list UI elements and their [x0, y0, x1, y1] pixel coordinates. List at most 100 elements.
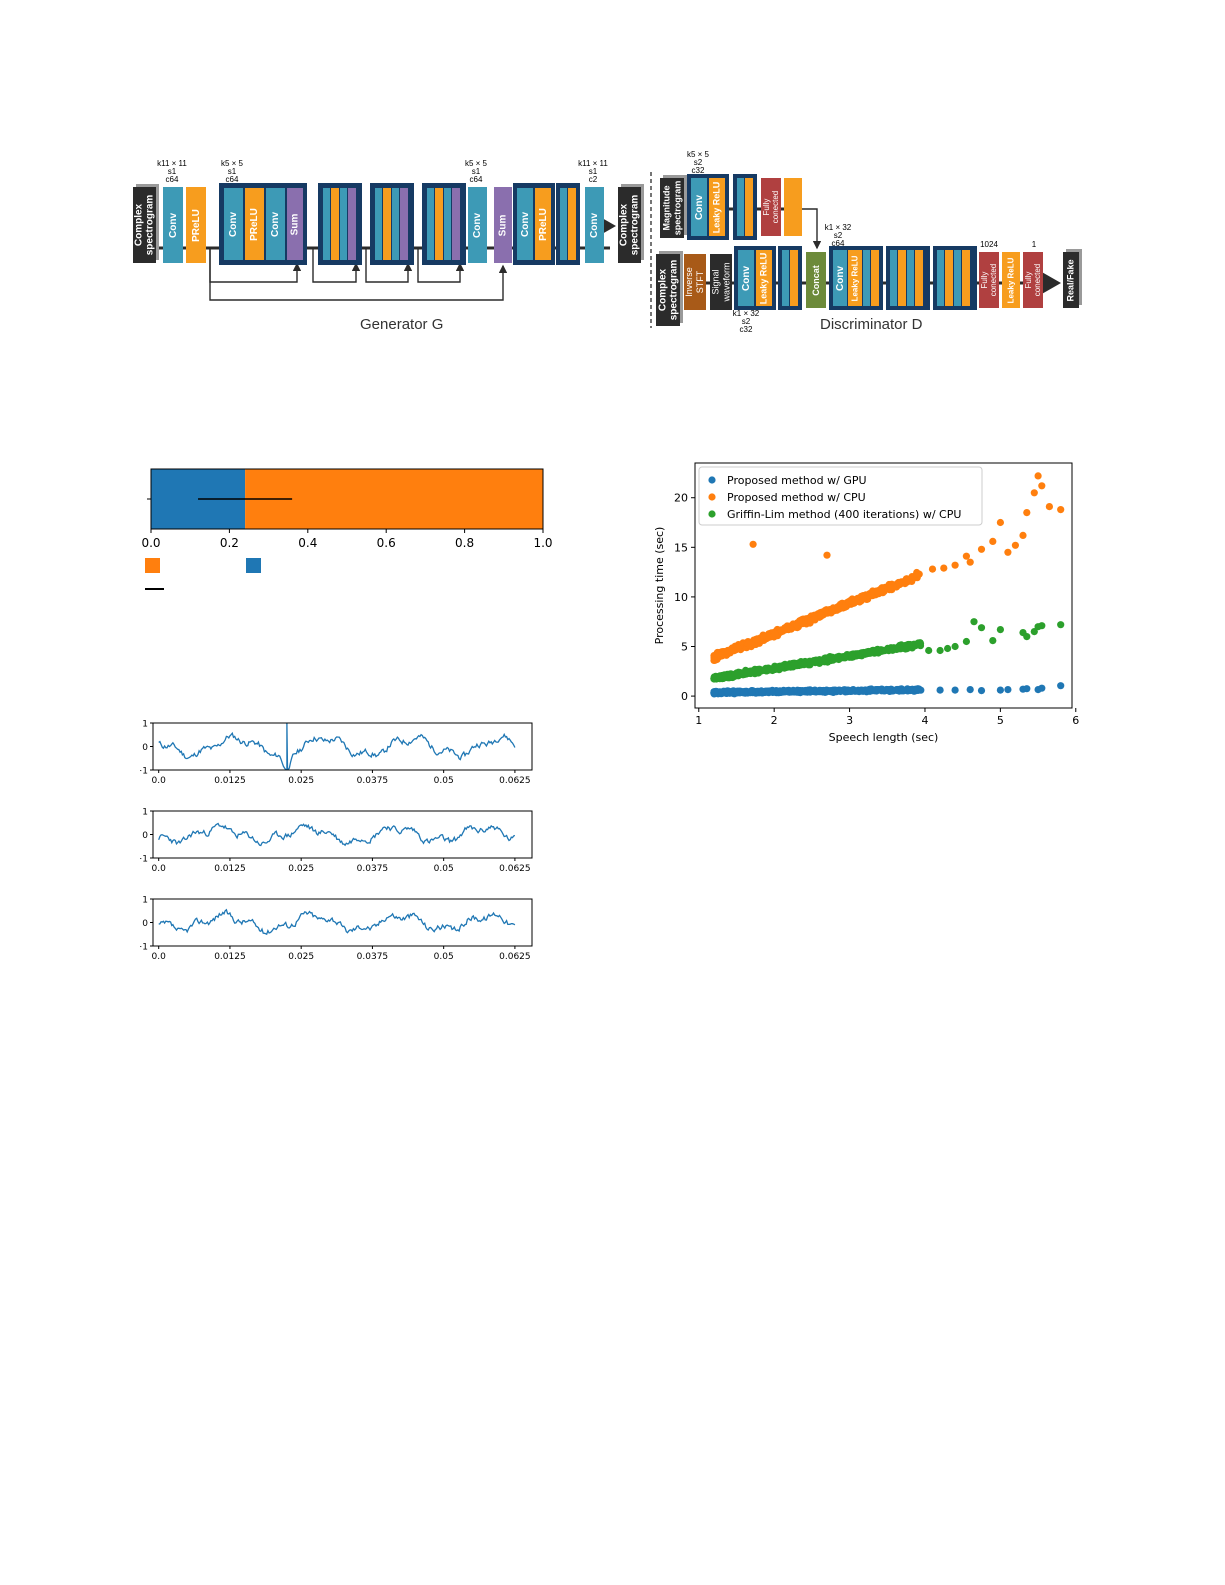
x-tick-label: 0.025 [288, 952, 314, 962]
point-series-1 [886, 584, 894, 592]
conv-label: Conv [834, 265, 846, 291]
leaky-relu-label: Leaky ReLU [1006, 257, 1016, 303]
x-tick-label: 0.0625 [499, 864, 530, 874]
point-series-0 [775, 687, 783, 696]
point-series-0 [748, 687, 756, 695]
disc-top-conv: Conv [691, 178, 707, 236]
disc-main1-conv: Conv [833, 250, 847, 306]
point-series-0 [797, 688, 805, 696]
x-tick-label: 1 [695, 714, 702, 727]
point-series-1-outlier [940, 564, 948, 572]
scatter-points [710, 472, 1065, 698]
disc-wave-conv: Conv [738, 250, 754, 306]
point-series-2 [716, 674, 724, 682]
y-tick-label: 0 [142, 743, 148, 753]
generator-conv-in: Conv [163, 187, 183, 263]
point-series-1-outlier [1034, 472, 1042, 480]
res2-sum [348, 188, 356, 260]
point-series-0 [899, 687, 907, 695]
point-series-0 [913, 686, 921, 694]
bar-segment-1 [245, 469, 543, 529]
point-series-0 [718, 688, 726, 696]
up1-prelu: PReLU [535, 188, 551, 260]
res-sum: Sum [287, 188, 303, 260]
x-tick-label: 4 [921, 714, 928, 727]
res2-conv2 [340, 188, 347, 260]
param-disc-wave: k1 × 32 s2 c32 [732, 309, 760, 334]
leaky-relu-label: Leaky ReLU [850, 255, 860, 301]
disc-main3-conv2 [954, 250, 961, 306]
res2-conv [323, 188, 330, 260]
point-series-1-outlier [823, 551, 831, 559]
y-tick-label: −1 [140, 943, 148, 953]
y-tick-label: 1 [142, 720, 148, 730]
concat-block: Concat [806, 252, 826, 308]
leaky-relu-label: Leaky ReLU [711, 181, 722, 233]
point-series-0 [827, 687, 835, 695]
point-series-0 [871, 686, 879, 694]
point-series-1-outlier [977, 545, 986, 553]
y-tick-label: 15 [674, 541, 688, 554]
prelu-label: PReLU [190, 208, 202, 242]
point-series-1-outlier [928, 565, 937, 573]
generator-output-label: Complex spectrogram [618, 194, 641, 256]
disc-leaky-out: Leaky ReLU [1002, 252, 1020, 308]
point-series-0 [711, 688, 719, 697]
x-tick-label: 5 [997, 714, 1004, 727]
disc-main2-leaky2 [915, 250, 923, 306]
y-tick-label: 1 [142, 896, 148, 906]
point-series-2-outlier [944, 644, 952, 653]
point-series-1-outlier [966, 558, 974, 566]
x-tick-label: 0.6 [377, 536, 396, 550]
point-series-2 [914, 640, 922, 648]
real-fake-output: Real/Fake [1063, 252, 1079, 308]
x-tick-label: 0.0 [152, 776, 167, 786]
x-tick-label: 0.0125 [214, 776, 246, 786]
y-tick-label: 5 [681, 641, 688, 654]
x-tick-label: 0.05 [434, 776, 454, 786]
up2-conv [560, 188, 567, 260]
point-series-2-outlier [1030, 628, 1038, 636]
point-series-2 [818, 657, 826, 665]
disc-main1-leaky2 [871, 250, 879, 306]
disc-wave2-conv [782, 250, 789, 306]
point-series-2-outlier [936, 646, 944, 655]
point-series-0 [740, 688, 748, 696]
res-prelu: PReLU [245, 188, 264, 260]
disc-main2-leaky [898, 250, 906, 306]
legend-marker-0 [708, 476, 716, 484]
point-series-2-outlier [996, 626, 1004, 634]
waveform-plot-3: 1 0 −1 0.0 0.0125 0.025 0.0375 0.05 0.0625 [140, 896, 533, 962]
point-series-0-outlier [977, 687, 986, 695]
waveform-plot-2: 1 0 −1 0.0 0.0125 0.025 0.0375 0.05 0.0625 [140, 808, 533, 874]
point-series-0-outlier [951, 686, 959, 694]
res-conv-1: Conv [224, 188, 243, 260]
conv-label: Conv [740, 265, 752, 291]
res4-sum [452, 188, 460, 260]
point-series-1-outlier [951, 561, 959, 569]
disc-main3-leaky2 [962, 250, 970, 306]
point-series-0 [780, 687, 789, 695]
prelu-label: PReLU [249, 207, 261, 241]
disc-top2-conv [737, 178, 744, 236]
legend-swatch-blue [246, 558, 261, 573]
prelu-label: PReLU [537, 207, 549, 241]
disc-main1-leaky: Leaky ReLU [848, 250, 862, 306]
waveform-line [158, 722, 516, 771]
point-series-0 [885, 686, 893, 694]
res3-sum [400, 188, 408, 260]
y-tick-label: 0 [681, 690, 688, 703]
disc-top2-leaky [745, 178, 753, 236]
point-series-1-outlier [1019, 531, 1027, 539]
point-series-1 [903, 577, 911, 585]
fc-label: Fully conected [980, 263, 998, 297]
sum-label: Sum [289, 213, 301, 235]
res2-prelu [331, 188, 339, 260]
point-series-0 [815, 686, 824, 694]
point-series-1-outlier [996, 518, 1004, 527]
disc-main2-conv [890, 250, 897, 306]
point-series-0 [845, 687, 853, 695]
res-conv-2: Conv [266, 188, 285, 260]
param-mid-conv: k5 × 5 s1 c64 [464, 159, 487, 184]
y-tick-label: −1 [140, 767, 148, 777]
